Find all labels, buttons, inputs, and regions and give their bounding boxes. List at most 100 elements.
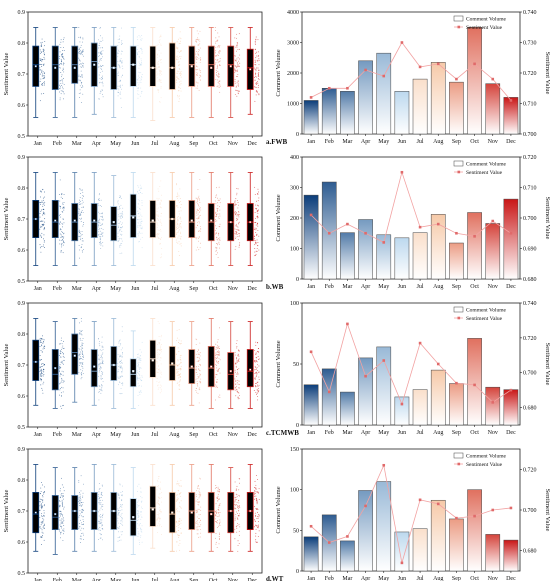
y-right-tick-label: 0.700	[523, 371, 537, 377]
y-right-tick-label: 0.700	[523, 132, 537, 138]
mean-marker	[229, 220, 232, 224]
data-point	[40, 204, 42, 206]
data-point	[120, 229, 122, 231]
data-point	[219, 91, 221, 93]
data-point	[219, 519, 221, 521]
bar-Aug	[430, 369, 446, 426]
data-point	[98, 66, 100, 68]
data-point	[160, 44, 162, 46]
data-point	[257, 78, 259, 79]
legend-sentiment-label: Sentiment Value	[466, 25, 503, 31]
data-point	[62, 540, 64, 541]
data-point	[121, 326, 123, 328]
y-left-tick-label: 50	[293, 528, 299, 534]
data-point	[235, 511, 237, 513]
data-point	[197, 353, 199, 355]
data-point	[257, 60, 259, 62]
data-point	[258, 492, 259, 494]
x-tick-label: Nov	[228, 432, 238, 438]
data-point	[59, 233, 61, 235]
data-point	[214, 27, 216, 28]
data-point	[219, 505, 221, 506]
data-point	[235, 198, 237, 200]
data-point	[121, 504, 123, 506]
data-point	[80, 66, 82, 68]
data-point	[78, 93, 80, 95]
y-axis-title: Sentiment Value	[3, 490, 10, 533]
data-point	[215, 249, 217, 251]
data-point	[59, 206, 61, 208]
data-point	[234, 389, 236, 391]
data-point	[177, 200, 179, 202]
data-point	[177, 529, 179, 531]
data-point	[99, 533, 101, 535]
data-point	[99, 359, 101, 361]
data-point	[63, 207, 65, 209]
data-point	[256, 501, 258, 503]
scatter-points-Dec	[253, 475, 260, 544]
data-point	[99, 200, 100, 202]
data-point	[58, 394, 60, 396]
data-point	[196, 217, 198, 219]
data-point	[218, 498, 220, 500]
data-point	[118, 215, 120, 217]
mean-marker	[171, 511, 174, 514]
data-point	[238, 387, 240, 388]
data-point	[137, 71, 139, 73]
data-point	[41, 506, 43, 508]
data-point	[236, 219, 238, 221]
mean-marker	[112, 220, 115, 224]
data-point	[83, 534, 84, 536]
data-point	[255, 36, 257, 38]
data-point	[40, 210, 42, 212]
data-point	[200, 57, 202, 59]
data-point	[157, 219, 159, 220]
bar-Mar	[340, 91, 355, 135]
data-point	[60, 405, 62, 407]
data-point	[140, 38, 142, 40]
data-point	[81, 523, 83, 525]
data-point	[42, 370, 44, 372]
data-point	[235, 223, 237, 225]
scatter-points-Jul	[156, 476, 163, 536]
data-point	[255, 86, 256, 88]
data-point	[121, 376, 123, 378]
data-point	[179, 63, 181, 65]
data-point	[215, 52, 216, 54]
data-point	[178, 241, 180, 243]
data-point	[196, 208, 198, 210]
data-point	[158, 525, 160, 527]
data-point	[62, 53, 64, 55]
data-point	[137, 363, 139, 365]
data-point	[179, 237, 181, 239]
data-point	[137, 365, 139, 367]
data-point	[256, 374, 258, 376]
data-point	[120, 198, 122, 200]
data-point	[121, 215, 123, 217]
data-point	[238, 204, 239, 206]
data-point	[237, 349, 239, 351]
data-point	[98, 365, 100, 367]
data-point	[40, 235, 42, 237]
data-point	[136, 377, 138, 379]
data-point	[100, 247, 102, 249]
data-point	[175, 79, 177, 81]
data-point	[160, 81, 162, 83]
data-point	[101, 383, 103, 385]
data-point	[137, 500, 139, 502]
data-point	[156, 351, 158, 353]
data-point	[61, 84, 63, 86]
data-point	[121, 222, 123, 224]
data-point	[158, 67, 160, 68]
data-point	[235, 46, 237, 48]
data-point	[159, 202, 161, 204]
data-point	[59, 389, 61, 391]
data-point	[200, 209, 202, 211]
data-point	[60, 221, 61, 223]
data-point	[40, 83, 42, 85]
data-point	[198, 215, 200, 217]
data-point	[256, 55, 258, 57]
data-point	[81, 250, 83, 252]
data-point	[196, 41, 198, 43]
